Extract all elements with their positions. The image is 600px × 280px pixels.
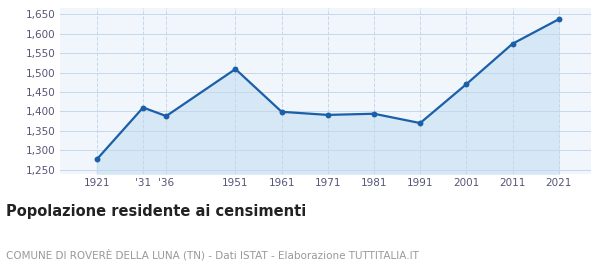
Point [230,67,240,71]
Point [92,157,102,162]
Point [461,82,471,87]
Point [554,17,563,22]
Point [161,114,171,118]
Point [323,113,332,117]
Point [415,121,425,125]
Point [277,109,286,114]
Text: COMUNE DI ROVERÈ DELLA LUNA (TN) - Dati ISTAT - Elaborazione TUTTITALIA.IT: COMUNE DI ROVERÈ DELLA LUNA (TN) - Dati … [6,249,419,261]
Point [139,105,148,110]
Text: Popolazione residente ai censimenti: Popolazione residente ai censimenti [6,204,306,220]
Point [508,41,517,46]
Point [369,111,379,116]
